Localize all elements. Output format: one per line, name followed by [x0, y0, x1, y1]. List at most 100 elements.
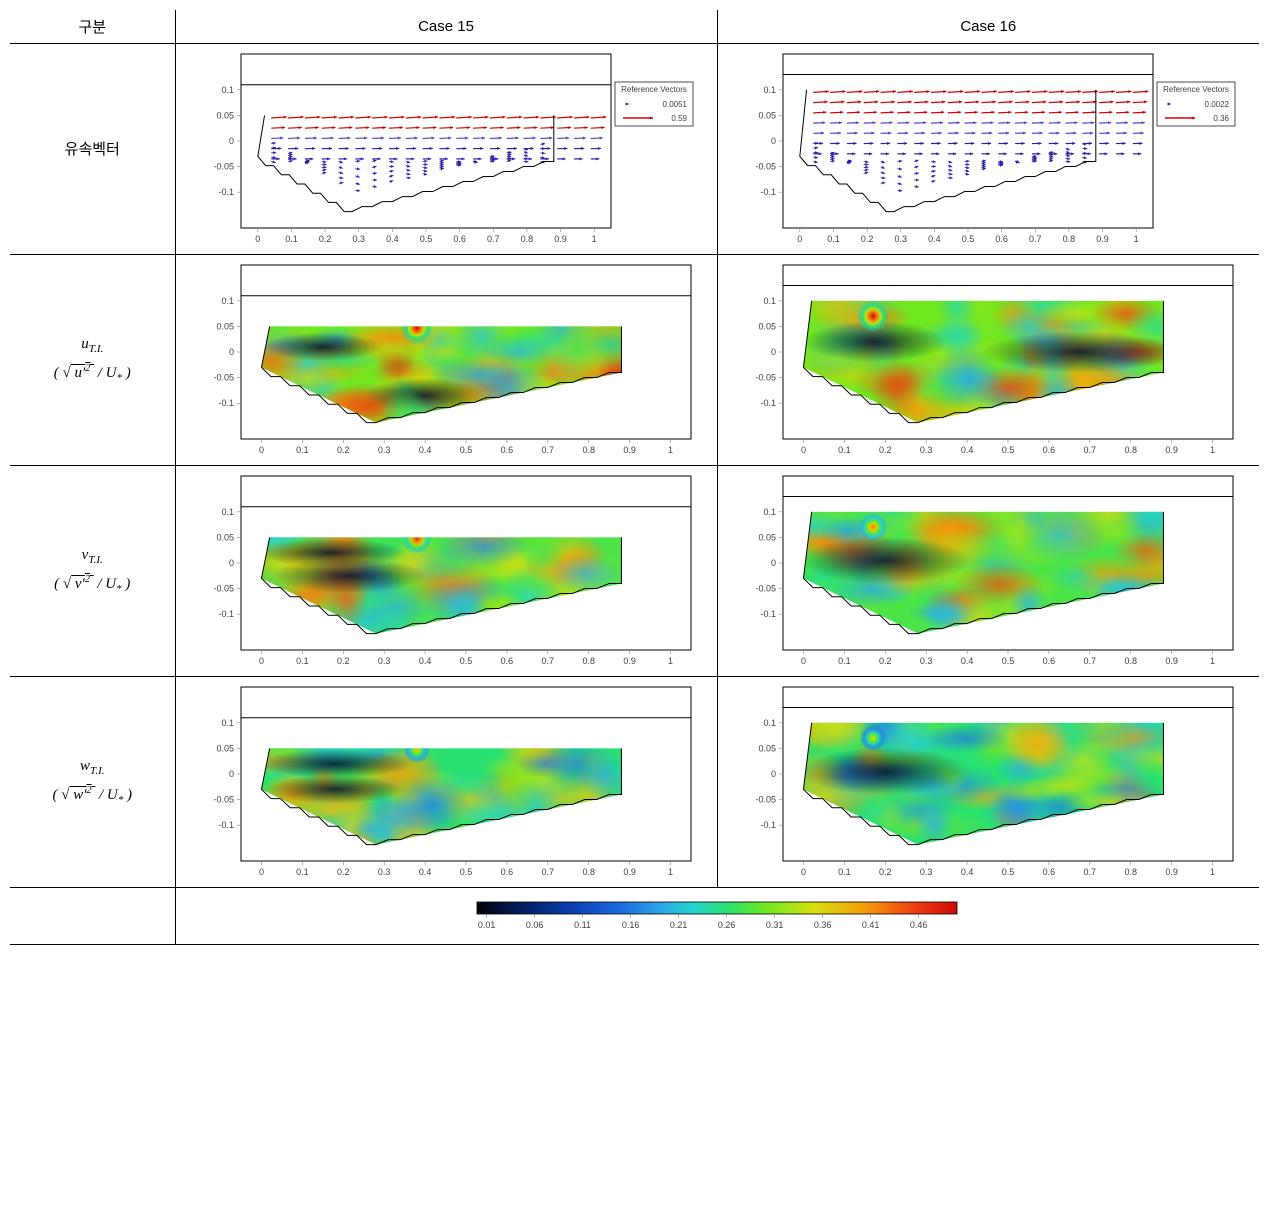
svg-text:1: 1 — [592, 234, 597, 244]
svg-text:0.4: 0.4 — [386, 234, 399, 244]
svg-text:0: 0 — [771, 136, 776, 146]
svg-text:0.1: 0.1 — [221, 85, 234, 95]
svg-text:0.2: 0.2 — [879, 867, 892, 877]
svg-text:0.4: 0.4 — [928, 234, 941, 244]
cell-case15-vec: Reference Vectors0.00510.5900.10.20.30.4… — [175, 44, 717, 255]
heatmap-u-case16: 00.10.20.30.40.50.60.70.80.91-0.1-0.0500… — [733, 255, 1243, 465]
svg-text:0.9: 0.9 — [623, 445, 636, 455]
svg-text:-0.05: -0.05 — [756, 795, 777, 805]
svg-text:-0.05: -0.05 — [756, 584, 777, 594]
svg-text:0.1: 0.1 — [764, 296, 777, 306]
label-var: uT.I. — [10, 331, 175, 360]
colorbar-cell: 0.010.060.110.160.210.260.310.360.410.46 — [175, 888, 1259, 945]
heatmap-v-case15: 00.10.20.30.40.50.60.70.80.91-0.1-0.0500… — [191, 466, 701, 676]
svg-text:0.4: 0.4 — [419, 867, 432, 877]
svg-text:0.6: 0.6 — [501, 867, 514, 877]
svg-text:0.9: 0.9 — [1166, 445, 1179, 455]
svg-text:0.36: 0.36 — [814, 920, 832, 930]
svg-text:0.7: 0.7 — [487, 234, 500, 244]
row-label-v: vT.I.( √ v′2 / U* ) — [10, 466, 175, 677]
svg-text:0.1: 0.1 — [838, 867, 851, 877]
svg-text:0.1: 0.1 — [764, 718, 777, 728]
cell-case16-vec: Reference Vectors0.00220.3600.10.20.30.4… — [717, 44, 1259, 255]
svg-text:0: 0 — [259, 656, 264, 666]
comparison-table: 구분 Case 15 Case 16 유속벡터Reference Vectors… — [10, 10, 1259, 945]
svg-text:0.7: 0.7 — [542, 656, 555, 666]
heatmap-w-case16: 00.10.20.30.40.50.60.70.80.91-0.1-0.0500… — [733, 677, 1243, 887]
svg-text:0.9: 0.9 — [1097, 234, 1110, 244]
cell-case15-u: 00.10.20.30.40.50.60.70.80.91-0.1-0.0500… — [175, 255, 717, 466]
svg-text:0.6: 0.6 — [501, 656, 514, 666]
heatmap-u-case15: 00.10.20.30.40.50.60.70.80.91-0.1-0.0500… — [191, 255, 701, 465]
svg-text:1: 1 — [1210, 867, 1215, 877]
svg-text:0.3: 0.3 — [920, 656, 933, 666]
svg-text:0.1: 0.1 — [296, 656, 309, 666]
label-formula: ( √ v′2 / U* ) — [10, 571, 175, 600]
svg-text:0.2: 0.2 — [337, 656, 350, 666]
svg-text:0.11: 0.11 — [574, 920, 591, 930]
svg-text:0.1: 0.1 — [296, 867, 309, 877]
svg-text:0.6: 0.6 — [1043, 656, 1056, 666]
svg-text:0: 0 — [798, 234, 803, 244]
svg-text:1: 1 — [668, 445, 673, 455]
svg-text:0.41: 0.41 — [862, 920, 880, 930]
svg-text:0.3: 0.3 — [352, 234, 365, 244]
svg-text:0.05: 0.05 — [759, 110, 777, 120]
svg-text:1: 1 — [1134, 234, 1139, 244]
svg-text:-0.05: -0.05 — [213, 584, 234, 594]
svg-text:0.6: 0.6 — [1043, 867, 1056, 877]
svg-text:0.5: 0.5 — [962, 234, 975, 244]
svg-text:0.26: 0.26 — [718, 920, 736, 930]
svg-text:0.3: 0.3 — [378, 656, 391, 666]
svg-text:0.5: 0.5 — [460, 867, 473, 877]
svg-text:0.7: 0.7 — [1084, 656, 1097, 666]
cell-case16-u: 00.10.20.30.40.50.60.70.80.91-0.1-0.0500… — [717, 255, 1259, 466]
svg-text:0.05: 0.05 — [216, 743, 234, 753]
svg-text:0.4: 0.4 — [961, 656, 974, 666]
svg-text:0: 0 — [771, 558, 776, 568]
svg-text:-0.1: -0.1 — [761, 398, 777, 408]
svg-text:0: 0 — [259, 445, 264, 455]
label-text: 유속벡터 — [65, 141, 120, 158]
svg-text:0: 0 — [771, 347, 776, 357]
svg-text:0.9: 0.9 — [1166, 656, 1179, 666]
header-case16: Case 16 — [717, 10, 1259, 44]
svg-text:0.2: 0.2 — [337, 867, 350, 877]
svg-text:-0.05: -0.05 — [213, 373, 234, 383]
svg-text:0: 0 — [229, 136, 234, 146]
row-label-vec: 유속벡터 — [10, 44, 175, 255]
svg-text:-0.1: -0.1 — [218, 187, 234, 197]
svg-text:0.2: 0.2 — [879, 445, 892, 455]
row-label-w: wT.I.( √ w′2 / U* ) — [10, 677, 175, 888]
svg-text:0.5: 0.5 — [1002, 445, 1015, 455]
label-var: wT.I. — [10, 753, 175, 782]
svg-text:0: 0 — [801, 656, 806, 666]
svg-text:0.1: 0.1 — [285, 234, 298, 244]
svg-text:0.1: 0.1 — [838, 445, 851, 455]
svg-text:0.6: 0.6 — [501, 445, 514, 455]
svg-text:0.5: 0.5 — [1002, 656, 1015, 666]
svg-text:-0.1: -0.1 — [218, 398, 234, 408]
svg-text:-0.1: -0.1 — [218, 820, 234, 830]
svg-text:0.4: 0.4 — [419, 445, 432, 455]
svg-text:-0.05: -0.05 — [756, 373, 777, 383]
label-formula: ( √ w′2 / U* ) — [10, 782, 175, 811]
svg-text:0.05: 0.05 — [759, 532, 777, 542]
vector-plot-case16: Reference Vectors0.00220.3600.10.20.30.4… — [733, 44, 1243, 254]
svg-text:0.36: 0.36 — [1214, 114, 1230, 123]
svg-text:0.6: 0.6 — [1043, 445, 1056, 455]
svg-text:-0.1: -0.1 — [761, 187, 777, 197]
svg-text:1: 1 — [1210, 445, 1215, 455]
svg-text:0.2: 0.2 — [319, 234, 332, 244]
cell-case16-w: 00.10.20.30.40.50.60.70.80.91-0.1-0.0500… — [717, 677, 1259, 888]
svg-text:0.05: 0.05 — [759, 321, 777, 331]
svg-text:-0.05: -0.05 — [756, 162, 777, 172]
label-formula: ( √ u′2 / U* ) — [10, 360, 175, 389]
svg-text:0: 0 — [229, 769, 234, 779]
label-var: vT.I. — [10, 542, 175, 571]
svg-text:0.4: 0.4 — [419, 656, 432, 666]
svg-text:0.1: 0.1 — [764, 507, 777, 517]
svg-text:0.8: 0.8 — [582, 445, 595, 455]
svg-text:0.9: 0.9 — [623, 656, 636, 666]
svg-text:0.7: 0.7 — [542, 445, 555, 455]
